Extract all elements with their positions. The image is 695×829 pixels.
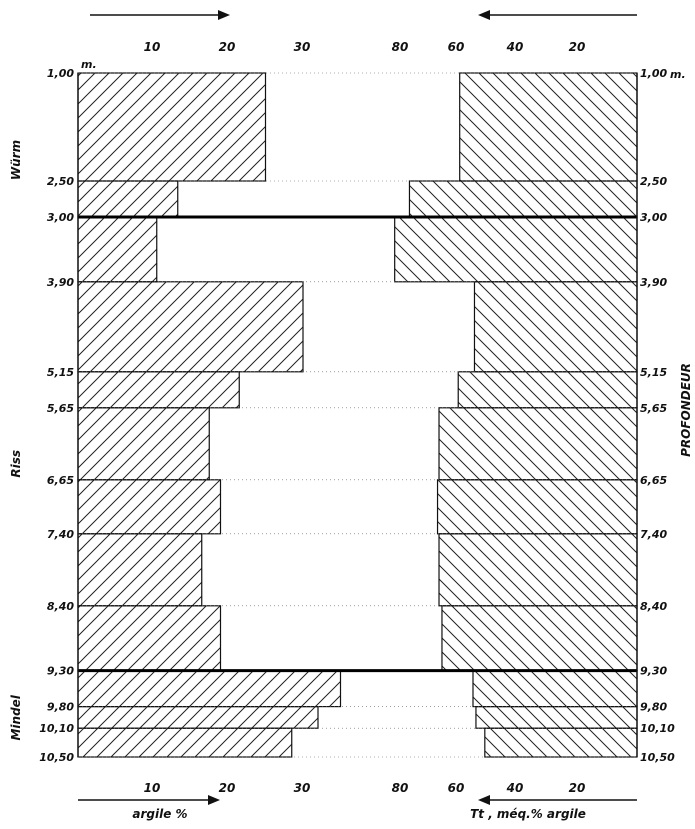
argile-bar-12	[77, 727, 293, 758]
top-left-ticks: 10 20 30	[144, 40, 311, 54]
depth-label-left: 10,50	[39, 751, 74, 764]
bottom-arrows	[78, 795, 637, 805]
depth-label-left: 8,40	[47, 600, 74, 613]
tick-top-left-1: 10	[144, 40, 161, 54]
tick-top-right-1: 80	[392, 40, 409, 54]
depth-label-left: 3,90	[47, 276, 74, 289]
bottom-right-ticks: 80 60 40 20	[392, 781, 586, 795]
tt-bar-10	[472, 669, 638, 708]
depth-label-left: 7,40	[47, 528, 74, 541]
top-left-arrowhead	[218, 10, 230, 20]
depth-label-right: 2,50	[640, 175, 667, 188]
argile-bar-9	[77, 605, 222, 672]
depth-label-right: 3,00	[640, 211, 667, 224]
top-right-ticks: 80 60 40 20	[392, 40, 586, 54]
depth-label-right: 5,15	[640, 366, 667, 379]
bottom-left-arrowhead	[208, 795, 220, 805]
tick-bottom-right-4: 20	[569, 781, 586, 795]
bottom-left-ticks: 10 20 30	[144, 781, 311, 795]
left-axis-title: argile %	[132, 807, 187, 821]
depth-unit-left: m.	[81, 58, 97, 71]
tt-bar-4	[473, 281, 638, 373]
argile-bar-6	[77, 407, 210, 481]
depth-axis-title: PROFONDEUR	[679, 363, 693, 457]
depth-label-right: 1,00	[640, 67, 667, 80]
depth-label-left: 2,50	[47, 175, 74, 188]
depth-label-right: 3,90	[640, 276, 667, 289]
tick-bottom-right-3: 40	[506, 781, 524, 795]
depth-label-right: 9,80	[640, 701, 667, 714]
tick-bottom-left-2: 20	[219, 781, 236, 795]
argile-bar-10	[77, 669, 342, 708]
depth-label-right: 7,40	[640, 528, 667, 541]
period-label-1: Würm	[9, 140, 23, 180]
argile-bar-8	[77, 533, 203, 607]
bottom-right-arrowhead	[478, 795, 490, 805]
depth-label-left: 5,15	[47, 366, 74, 379]
tick-top-right-2: 60	[448, 40, 465, 54]
depth-label-left: 10,10	[39, 722, 74, 735]
depth-unit-labels: m. m.	[81, 58, 686, 81]
tt-bar-1	[459, 72, 638, 182]
tt-bar-5	[457, 371, 638, 409]
tt-bar-6	[438, 407, 638, 481]
depth-label-left: 1,00	[47, 67, 74, 80]
depth-label-left: 5,65	[47, 402, 74, 415]
top-right-arrowhead	[478, 10, 490, 20]
depth-labels-left: 1,00 2,50 3,00 3,90 5,15 5,65 6,65 7,40 8,40 9,30…	[39, 67, 74, 764]
tick-bottom-right-2: 60	[448, 781, 465, 795]
tt-bar-7	[436, 479, 638, 535]
argile-bar-2	[77, 180, 179, 218]
tick-top-right-3: 40	[506, 40, 524, 54]
tt-bar-3	[394, 216, 638, 283]
tt-bar-8	[438, 533, 638, 607]
tick-top-right-4: 20	[569, 40, 586, 54]
argile-bars	[77, 72, 342, 758]
depth-label-right: 9,30	[640, 665, 667, 678]
depth-label-left: 3,00	[47, 211, 74, 224]
tt-bar-9	[441, 605, 638, 672]
tick-top-left-2: 20	[219, 40, 236, 54]
depth-label-right: 8,40	[640, 600, 667, 613]
period-labels: Würm Riss Mindel	[9, 140, 23, 741]
depth-label-left: 9,30	[47, 665, 74, 678]
depth-gridlines	[77, 72, 638, 758]
tick-bottom-left-3: 30	[294, 781, 311, 795]
depth-label-right: 10,50	[640, 751, 675, 764]
period-label-3: Mindel	[9, 694, 23, 740]
tt-bar-12	[484, 727, 638, 758]
argile-bar-5	[77, 371, 240, 409]
tt-bars	[394, 72, 638, 758]
tt-bar-11	[475, 705, 638, 729]
depth-label-left: 6,65	[47, 474, 74, 487]
argile-bar-7	[77, 479, 222, 535]
tt-bar-2	[408, 180, 638, 218]
tick-bottom-left-1: 10	[144, 781, 161, 795]
right-axis-title: Tt , méq.% argile	[470, 807, 586, 821]
top-arrows	[90, 10, 637, 20]
depth-labels-right: 1,00 2,50 3,00 3,90 5,15 5,65 6,65 7,40 8,40 9,30…	[640, 67, 675, 764]
depth-label-right: 5,65	[640, 402, 667, 415]
depth-unit-right: m.	[670, 68, 686, 81]
period-label-2: Riss	[9, 450, 23, 478]
argile-bar-3	[77, 216, 158, 283]
tick-top-left-3: 30	[294, 40, 311, 54]
argile-bar-4	[77, 281, 304, 373]
depth-label-left: 9,80	[47, 701, 74, 714]
depth-label-right: 6,65	[640, 474, 667, 487]
tick-bottom-right-1: 80	[392, 781, 409, 795]
argile-bar-1	[77, 72, 267, 182]
argile-bar-11	[77, 705, 319, 729]
depth-label-right: 10,10	[640, 722, 675, 735]
